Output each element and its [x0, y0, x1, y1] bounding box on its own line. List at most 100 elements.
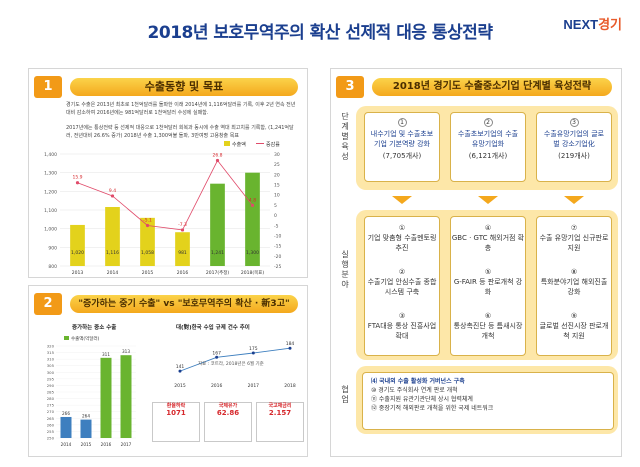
c1-bar-label: 1,300	[246, 250, 259, 256]
c1-right-tick: 0	[274, 213, 277, 219]
exec-item-7: ⑦ 수출 유망기업 신규판로 지원	[539, 224, 609, 252]
c1-growth-point	[145, 223, 150, 228]
c1-growth-point	[215, 158, 220, 163]
c1-growth-label: -5.1	[143, 217, 152, 223]
c2-tick: 315	[47, 350, 55, 355]
c2-tick: 290	[47, 383, 55, 388]
c1-growth-point	[250, 203, 255, 207]
c1-bar-label: 981	[178, 250, 187, 256]
c1-left-tick: 800	[48, 264, 57, 270]
c1-left-tick: 1,100	[44, 208, 57, 214]
gov-item-2: ⑪ 수출지원 유관기관단체 상시 협력체계	[371, 396, 473, 403]
c2-bar-label: 264	[82, 414, 90, 419]
c2-legend-swatch	[64, 336, 69, 340]
c1-x-tick: 2015	[142, 270, 154, 276]
c1-bar	[210, 183, 225, 266]
c1-right-tick: -15	[274, 244, 281, 250]
c1-growth-point	[75, 181, 80, 185]
exec-item-5: ⑤ G-FAIR 등 판로개척 강화	[453, 268, 523, 296]
legend-exports-label: 수출액	[232, 141, 246, 148]
c1-right-tick: 5	[274, 203, 277, 209]
c2-bar	[80, 419, 92, 438]
c2-x-tick: 2014	[61, 442, 72, 447]
stage-label: 단계별 육성	[341, 112, 349, 161]
c2-tick: 305	[47, 363, 55, 368]
c1-bar	[140, 217, 155, 266]
c1-x-tick: 2018(목표)	[241, 270, 264, 276]
section1-para1: 경기도 수출은 2013년 최초로 1천억달러를 돌파한 이래 2014년에 1…	[66, 102, 296, 116]
c1-right-tick: -20	[274, 254, 281, 260]
c1-left-tick: 1,000	[44, 227, 57, 233]
c2-tick: 295	[47, 376, 55, 381]
c1-bar	[175, 232, 190, 266]
c3-x-tick: 2018	[284, 383, 296, 389]
banner-bond-rate: 국고채금리 2.157	[256, 402, 304, 442]
c3-point	[288, 346, 292, 350]
exec-item-6: ⑥ 통상촉진단 등 틈새시장 개척	[453, 312, 523, 340]
section3-number: 3	[336, 76, 364, 98]
section1-para2: 2017년에는 통상전략 등 선제적 대응으로 1천억달러 회복과 동시에 수출…	[66, 125, 294, 139]
c1-growth-label: 15.9	[72, 175, 82, 181]
c3-line	[179, 347, 291, 372]
arrow-1	[392, 196, 412, 204]
c1-x-tick: 2016	[177, 270, 189, 276]
c2-tick: 320	[47, 344, 55, 349]
c1-bar	[105, 207, 120, 266]
c1-bar-label: 1,058	[141, 250, 154, 256]
exec-label: 실행분야	[341, 250, 349, 289]
c1-left-tick: 900	[48, 245, 57, 251]
c1-left-tick: 1,300	[44, 171, 57, 177]
page-title: 2018년 보호무역주의 확산 선제적 대응 통상전략	[147, 23, 493, 43]
c3-x-tick: 2017	[248, 383, 260, 389]
section1-title: 수출동향 및 목표	[70, 78, 298, 96]
c1-bar	[70, 224, 85, 266]
c1-left-tick: 1,200	[44, 189, 57, 195]
c1-bar-label: 1,241	[211, 250, 224, 256]
c1-bar-label: 1,020	[71, 250, 84, 256]
governance-box: ⑷ 국내외 수출 활성화 거버넌스 구축 ⑩ 경기도 주식회사 연계 판로 개척…	[362, 372, 614, 430]
c2-tick: 265	[47, 416, 55, 421]
c2-tick: 285	[47, 390, 55, 395]
c2-bar	[120, 355, 132, 438]
exec-item-3: ③ FTA대응 통상 진흥사업 확대	[367, 312, 437, 340]
coop-label: 협업	[341, 385, 349, 404]
c1-growth-point	[180, 228, 185, 232]
c1-growth-label: -7.3	[178, 222, 187, 228]
c2-bar	[100, 357, 112, 438]
stage-box-1: 1 내수기업 및 수출초보기업 기본역량 강화 (7,705개사)	[364, 112, 440, 182]
section2-left-caption: 증가하는 중소 수출	[72, 325, 117, 331]
c1-bar	[245, 172, 260, 266]
c2-tick: 260	[47, 422, 55, 427]
c2-tick: 300	[47, 370, 55, 375]
c2-x-tick: 2015	[81, 442, 92, 447]
gov-item-3: ⑫ 중장기적 해외판로 개척을 위한 국제 네트워크	[371, 405, 494, 412]
c2-tick: 250	[47, 436, 55, 441]
c2-legend-label: 수출액(억달러)	[71, 335, 100, 342]
c1-x-tick: 2013	[72, 270, 84, 276]
legend-exports-swatch	[224, 141, 230, 146]
c2-tick: 270	[47, 409, 55, 414]
c3-value-label: 184	[286, 341, 295, 347]
banner-oil-price: 국제유가 62.86	[204, 402, 252, 442]
c3-x-tick: 2016	[211, 383, 223, 389]
c2-bar	[60, 416, 72, 438]
c2-x-tick: 2017	[121, 442, 132, 447]
c1-x-tick: 2014	[107, 270, 119, 276]
c3-point	[251, 351, 255, 355]
arrow-3	[564, 196, 584, 204]
c1-right-tick: 20	[274, 172, 280, 178]
gov-item-1: ⑩ 경기도 주식회사 연계 판로 개척	[371, 387, 458, 394]
exec-col-2: ④ GBC · GTC 해외거점 확충 ⑤ G-FAIR 등 판로개척 강화 ⑥ 통상…	[450, 216, 526, 356]
c1-growth-label: 26.8	[212, 153, 222, 159]
section3-title: 2018년 경기도 수출중소기업 단계별 육성전략	[372, 78, 612, 96]
c1-right-tick: 15	[274, 183, 280, 189]
c3-point	[178, 369, 182, 373]
import-regulation-chart: 141 2015 167 2016 175 2017 184 2018 자료 : 코트라, 2…	[174, 341, 296, 389]
brand-logo: NEXT경기	[563, 17, 622, 32]
c2-bar-label: 311	[102, 352, 110, 357]
c1-left-tick: 1,400	[44, 152, 57, 158]
c1-growth-point	[110, 194, 115, 198]
exec-col-3: ⑦ 수출 유망기업 신규판로 지원 ⑧ 특화분야기업 해외진출 강화 ⑨ 글로벌 선진…	[536, 216, 612, 356]
c2-tick: 310	[47, 357, 55, 362]
